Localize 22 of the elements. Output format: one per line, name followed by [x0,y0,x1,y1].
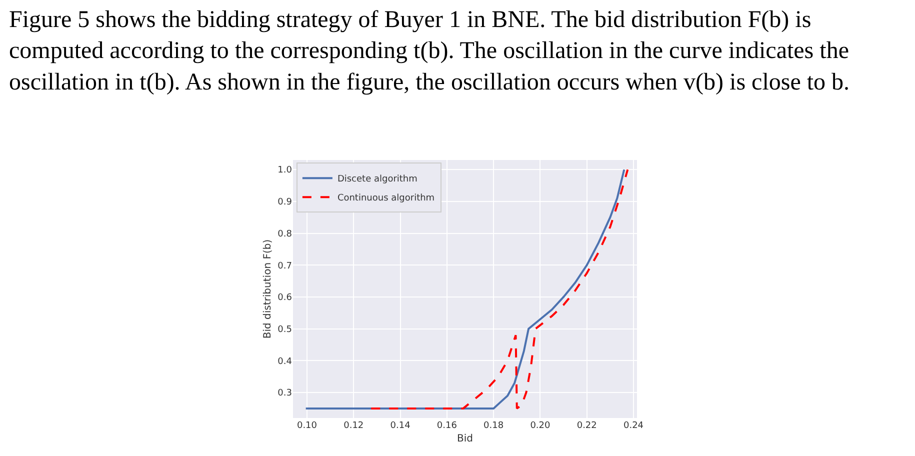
y-tick-label: 1.0 [278,166,292,176]
x-tick-label: 0.12 [344,421,364,431]
y-tick-label: 0.3 [278,388,292,399]
y-axis-title: Bid distribution F(b) [262,239,274,339]
y-tick-label: 0.7 [278,261,292,272]
y-tick-label: 0.6 [278,293,292,304]
caption: Figure 5 shows the bidding strategy of Buyer 1 in BNE. The bid distribution F(b) is computed according to the corresponding t(b). The oscillation in the curve indicates the oscillation in t(b). As shown in the figure, the oscillation occurs when v(b) is close to b. [9,7,850,96]
y-tick-label: 0.8 [278,229,292,240]
x-tick-label: 0.20 [530,421,550,431]
x-tick-label: 0.16 [436,421,458,431]
x-axis-title: Bid [457,434,473,444]
line-series [304,168,626,410]
x-tick-label: 0.10 [296,421,318,431]
y-tick-label: 0.9 [278,198,292,208]
legend-label: Discete algorithm [337,174,418,185]
x-tick-label: 0.22 [576,421,597,431]
y-tick-label: 0.5 [278,324,292,335]
x-tick-label: 0.18 [484,421,504,431]
x-tick-label: 0.14 [390,421,411,431]
x-tick-label: 0.24 [623,421,644,431]
y-tick-label: 0.4 [278,356,292,367]
legend-label: Continuous algorithm [337,194,435,204]
